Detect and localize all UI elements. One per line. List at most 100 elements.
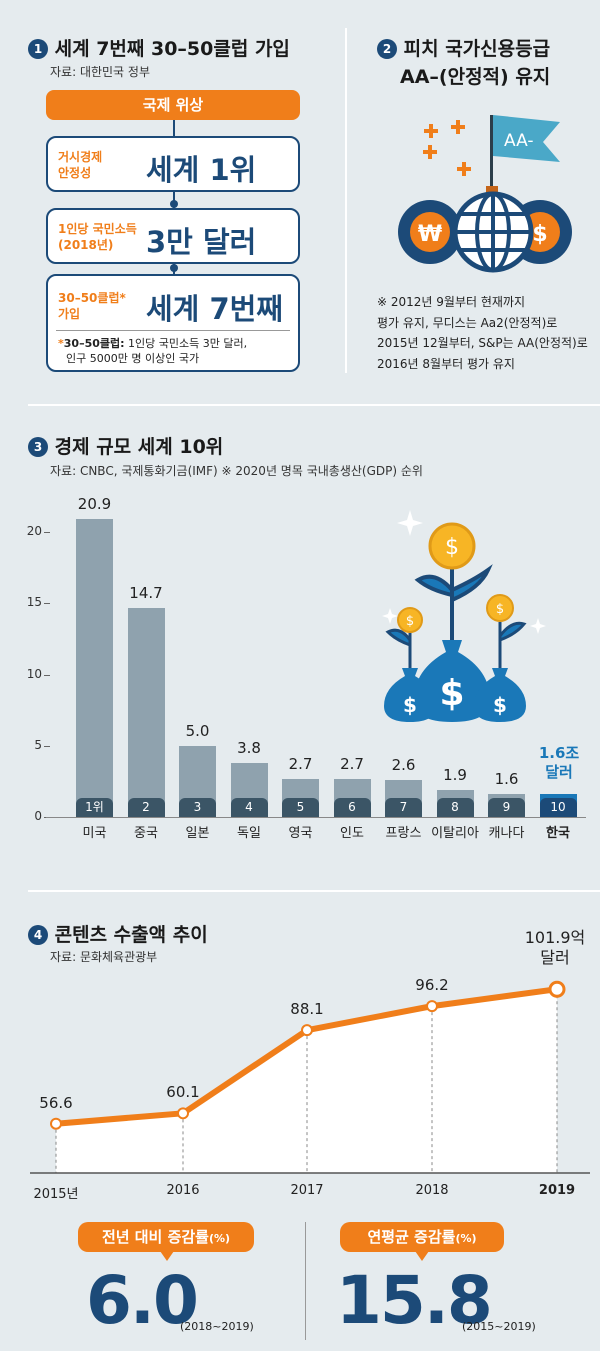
plant-stem [414, 560, 493, 640]
section3-number: 3 [28, 437, 48, 457]
x-tick-label: 2017 [290, 1183, 324, 1198]
credit-globe-illustration: AA- ₩ $ [398, 115, 572, 273]
pill-pointer [415, 1251, 429, 1261]
category-label: 중국 [134, 826, 158, 841]
bar-value-label: 1.6 [494, 770, 519, 789]
bar-value-label: 5.0 [185, 721, 210, 740]
section4-number: 4 [28, 925, 48, 945]
connector-dot [170, 200, 178, 208]
stat-value: 세계 1위 [146, 153, 257, 187]
svg-text:$: $ [445, 535, 459, 560]
rank-badge: 2 [127, 798, 165, 817]
coin-icon [486, 594, 514, 622]
connector-dot [170, 264, 178, 272]
section1-title: 1 세계 7번째 30–50클럽 가입 [28, 34, 290, 61]
svg-text:$: $ [439, 673, 464, 714]
x-axis-line [46, 817, 586, 818]
stats-divider [305, 1222, 306, 1340]
stat-box-stability: 거시경제 안정성 세계 1위 [46, 136, 300, 192]
section1-source: 자료: 대한민국 정부 [50, 65, 150, 79]
bar-value-label: 1.9 [443, 765, 467, 784]
yoy-label-pill: 전년 대비 증감률(%) [78, 1222, 254, 1252]
rank-badge: 9 [488, 798, 525, 817]
rank-badge: 5 [282, 798, 319, 817]
won-symbol: ₩ [418, 222, 442, 247]
status-header: 국제 위상 [46, 90, 300, 120]
money-bags-illustration: $ $ $ $ $ $ [382, 510, 546, 722]
category-label: 독일 [237, 826, 261, 841]
cagr-label-pill: 연평균 증감률(%) [340, 1222, 504, 1252]
point-value-label: 88.1 [290, 1000, 324, 1019]
rank-badge: 3 [179, 798, 216, 817]
last-value-label: 101.9억 달러 [524, 928, 586, 967]
yoy-range: (2018~2019) [180, 1320, 254, 1333]
section1-number: 1 [28, 39, 48, 59]
section2-number: 2 [377, 39, 397, 59]
line-chart-svg [30, 980, 590, 1174]
section4-title: 4 콘텐츠 수출액 추이 [28, 920, 208, 947]
club-footnote: *30–50클럽: 1인당 국민소득 3만 달러, 인구 5000만 명 이상인… [58, 337, 248, 365]
category-label: 인도 [340, 826, 364, 841]
x-tick-label: 2019 [538, 1183, 576, 1198]
section4-source: 자료: 문화체육관광부 [50, 950, 158, 964]
money-bag-icon [474, 668, 526, 722]
y-tick-mark [44, 674, 50, 676]
bar-value-label: 14.7 [129, 583, 163, 602]
data-point [177, 1107, 189, 1120]
export-line-chart: 56.6 2015년 60.1 2016 88.1 2017 96.2 2018 2019 [0, 960, 600, 1210]
won-coin-icon [410, 212, 450, 252]
credit-notes: ※ 2012년 9월부터 현재까지 평가 유지, 무디스는 Aa2(안정적)로 … [377, 295, 588, 371]
stat-value: 3만 달러 [146, 225, 257, 259]
point-value-label: 96.2 [415, 976, 449, 995]
rank-badge: 4 [230, 798, 268, 817]
plus-icon [423, 120, 471, 176]
data-point [301, 1024, 313, 1037]
flag-pole [490, 115, 493, 191]
section2-title: 2 피치 국가신용등급 [377, 34, 550, 61]
stat-box-club: 30–50클럽* 가입 세계 7번째 *30–50클럽: 1인당 국민소득 3만 … [46, 274, 300, 372]
y-tick-label: 0 [34, 809, 42, 823]
bar-value-label: 2.6 [391, 755, 416, 774]
category-label: 한국 [546, 826, 570, 841]
stat-label: 30–50클럽* 가입 [58, 291, 126, 321]
data-point [426, 1000, 438, 1013]
rank-badge: 7 [385, 798, 422, 817]
pole-base [486, 186, 498, 194]
rank-badge: 10 [539, 798, 577, 817]
y-tick-mark [44, 745, 50, 747]
category-label: 이탈리아 [431, 826, 479, 841]
y-tick-label: 10 [26, 666, 42, 681]
bar-value-label: 20.9 [77, 495, 112, 514]
vertical-divider [345, 28, 347, 373]
cagr-value: 15.8 [336, 1262, 493, 1339]
bar [76, 519, 113, 817]
stat-label: 1인당 국민소득 (2018년) [58, 222, 137, 252]
korea-highlight-label: 1.6조 달러 [538, 744, 580, 781]
x-tick-label: 2016 [166, 1183, 200, 1198]
cagr-range: (2015~2019) [462, 1320, 536, 1333]
category-label: 영국 [288, 826, 313, 841]
category-label: 프랑스 [385, 826, 422, 841]
divider [56, 330, 290, 331]
data-point [548, 980, 566, 998]
yoy-value: 6.0 [86, 1262, 199, 1339]
flag-icon [493, 115, 560, 162]
category-label: 일본 [185, 826, 210, 841]
stat-value: 세계 7번째 [146, 292, 283, 326]
category-label: 캐나다 [488, 826, 525, 841]
y-tick-mark [44, 603, 50, 605]
x-tick-label: 2018 [415, 1183, 449, 1198]
sparkle-icon [382, 510, 546, 634]
section3-title: 3 경제 규모 세계 10위 [28, 432, 223, 459]
section3-source: 자료: CNBC, 국제통화기금(IMF) ※ 2020년 명목 국내총생산(G… [50, 464, 423, 478]
bar-value-label: 2.7 [340, 754, 364, 773]
pill-pointer [160, 1251, 174, 1261]
bar [127, 607, 165, 817]
svg-text:$: $ [496, 602, 504, 617]
svg-text:$: $ [406, 614, 414, 629]
gdp-bar-chart: 0 5 10 15 20 20.9 1위 미국 14.7 2 중국 5.0 3 일본 3.8 4 독일 2.7 5 영… [0, 480, 600, 880]
stat-label: 거시경제 안정성 [58, 150, 103, 180]
svg-text:$: $ [493, 693, 507, 717]
rank-badge: 6 [333, 798, 371, 817]
y-tick-label: 15 [26, 595, 42, 610]
